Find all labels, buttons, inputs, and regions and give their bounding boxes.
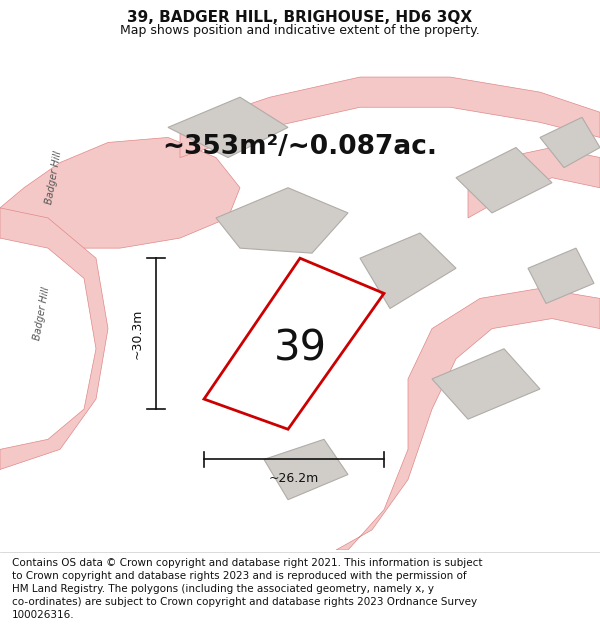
Polygon shape [540,118,600,168]
Text: 100026316.: 100026316. [12,610,74,620]
Polygon shape [0,138,240,248]
Polygon shape [432,349,540,419]
Polygon shape [336,288,600,550]
Polygon shape [264,439,348,500]
Polygon shape [528,248,594,304]
Polygon shape [216,188,348,253]
Text: ~30.3m: ~30.3m [131,309,144,359]
Text: Contains OS data © Crown copyright and database right 2021. This information is : Contains OS data © Crown copyright and d… [12,558,482,568]
Text: to Crown copyright and database rights 2023 and is reproduced with the permissio: to Crown copyright and database rights 2… [12,571,467,581]
Polygon shape [168,97,288,158]
Text: ~26.2m: ~26.2m [269,472,319,485]
Text: Map shows position and indicative extent of the property.: Map shows position and indicative extent… [120,24,480,36]
Text: co-ordinates) are subject to Crown copyright and database rights 2023 Ordnance S: co-ordinates) are subject to Crown copyr… [12,597,477,607]
Polygon shape [360,233,456,309]
Polygon shape [0,208,108,469]
Text: Badger Hill: Badger Hill [32,286,52,341]
Text: 39, BADGER HILL, BRIGHOUSE, HD6 3QX: 39, BADGER HILL, BRIGHOUSE, HD6 3QX [127,10,473,25]
Text: ~353m²/~0.087ac.: ~353m²/~0.087ac. [163,134,437,161]
Text: HM Land Registry. The polygons (including the associated geometry, namely x, y: HM Land Registry. The polygons (includin… [12,584,434,594]
Polygon shape [468,148,600,218]
Polygon shape [456,148,552,213]
Polygon shape [180,77,600,158]
Text: Badger Hill: Badger Hill [44,150,64,205]
Text: 39: 39 [274,328,326,370]
